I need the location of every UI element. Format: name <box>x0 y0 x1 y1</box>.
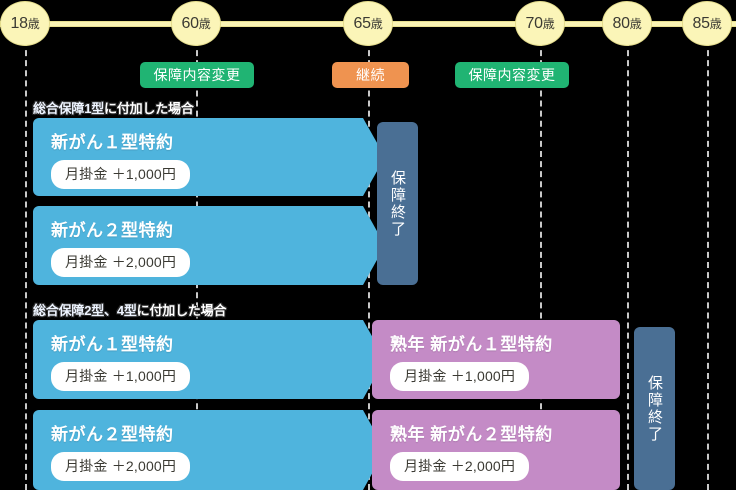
guide-line-18 <box>25 40 27 490</box>
event-badge-continue-65: 継続 <box>332 62 409 88</box>
group-caption-highlight: 総合保障2型、4型 <box>33 303 137 318</box>
age-node-85: 85 歳 <box>682 1 732 46</box>
plan-title: 熟年 新がん２型特約 <box>390 425 553 444</box>
age-node-70-value: 70 <box>525 14 544 32</box>
group-caption-rest: に付加した場合 <box>136 303 227 318</box>
age-node-18-suffix: 歳 <box>27 17 40 31</box>
plan-bar-group1-row1-blue: 新がん１型特約 月掛金 ＋1,000円 <box>33 118 385 196</box>
plan-title: 新がん２型特約 <box>51 221 174 240</box>
plan-bar-group2-row2-blue: 新がん２型特約 月掛金 ＋2,000円 <box>33 410 385 490</box>
age-node-60-value: 60 <box>181 14 200 32</box>
age-node-65-suffix: 歳 <box>370 17 383 31</box>
plan-bar-group2-row1-purple: 熟年 新がん１型特約 月掛金 ＋1,000円 <box>372 320 620 399</box>
group-caption-rest: に付加した場合 <box>104 101 194 116</box>
plan-title: 熟年 新がん１型特約 <box>390 335 553 354</box>
plan-bar-group1-row2-blue: 新がん２型特約 月掛金 ＋2,000円 <box>33 206 385 285</box>
group-caption-2: 総合保障2型、4型に付加した場合 <box>33 300 226 319</box>
age-node-65: 65 歳 <box>343 1 393 46</box>
plan-premium-pill: 月掛金 ＋1,000円 <box>51 160 190 189</box>
plan-premium-pill: 月掛金 ＋2,000円 <box>51 248 190 277</box>
age-node-70-suffix: 歳 <box>542 17 555 31</box>
age-node-18: 18 歳 <box>0 1 50 46</box>
guide-line-70 <box>540 40 542 490</box>
plan-title: 新がん２型特約 <box>51 425 174 444</box>
age-node-60: 60 歳 <box>171 1 221 46</box>
group-caption-1: 総合保障1型に付加した場合 <box>33 98 194 117</box>
age-node-85-suffix: 歳 <box>709 17 722 31</box>
plan-bar-group2-row2-purple: 熟年 新がん２型特約 月掛金 ＋2,000円 <box>372 410 620 490</box>
plan-bar-group2-row1-blue: 新がん１型特約 月掛金 ＋1,000円 <box>33 320 385 399</box>
plan-premium-pill: 月掛金 ＋2,000円 <box>390 452 530 481</box>
group-caption-highlight: 総合保障1型 <box>33 101 105 116</box>
age-node-70: 70 歳 <box>515 1 565 46</box>
event-badge-coverage-change-60: 保障内容変更 <box>140 62 254 88</box>
plan-premium-pill: 月掛金 ＋1,000円 <box>390 362 530 391</box>
age-node-80: 80 歳 <box>602 1 652 46</box>
age-node-80-value: 80 <box>612 14 631 32</box>
plan-title: 新がん１型特約 <box>51 133 174 152</box>
plan-premium-pill: 月掛金 ＋1,000円 <box>51 362 190 391</box>
age-node-80-suffix: 歳 <box>629 17 642 31</box>
guide-line-85 <box>707 40 709 490</box>
age-node-65-value: 65 <box>353 14 372 32</box>
coverage-end-block-group2: 保障終了 <box>634 327 675 490</box>
plan-premium-pill: 月掛金 ＋2,000円 <box>51 452 190 481</box>
age-node-85-value: 85 <box>692 14 711 32</box>
event-badge-coverage-change-70: 保障内容変更 <box>455 62 569 88</box>
age-node-60-suffix: 歳 <box>198 17 211 31</box>
plan-title: 新がん１型特約 <box>51 335 174 354</box>
age-node-18-value: 18 <box>10 14 29 32</box>
guide-line-80 <box>627 40 629 490</box>
coverage-end-block-group1: 保障終了 <box>377 122 418 285</box>
